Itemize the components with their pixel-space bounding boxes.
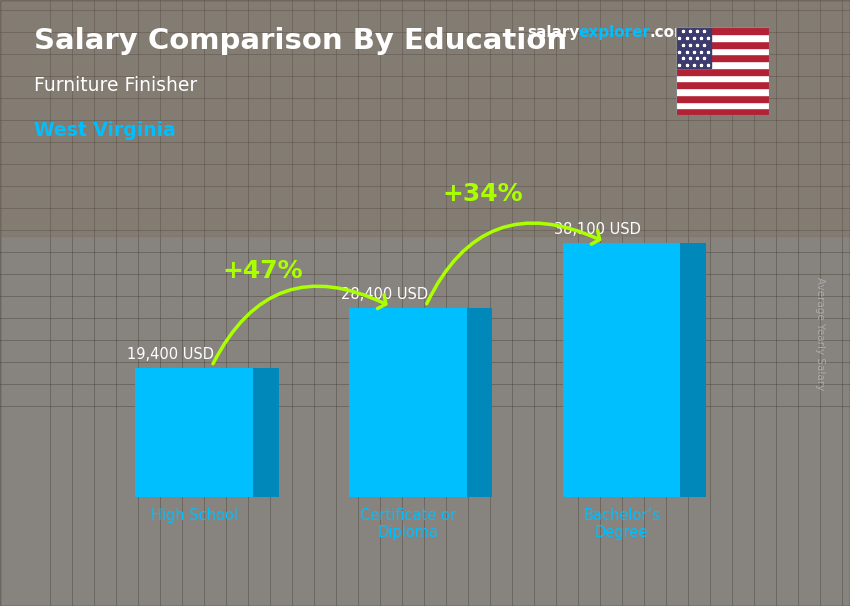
Bar — [676, 102, 769, 108]
Text: +34%: +34% — [442, 182, 523, 206]
Bar — [563, 243, 681, 497]
Text: Furniture Finisher: Furniture Finisher — [34, 76, 197, 95]
Text: +47%: +47% — [222, 259, 303, 283]
Polygon shape — [252, 368, 279, 497]
Text: West Virginia: West Virginia — [34, 121, 176, 140]
Bar — [676, 95, 769, 102]
Bar — [676, 61, 769, 68]
Text: salary: salary — [527, 25, 580, 41]
Bar — [676, 81, 769, 88]
Bar — [135, 368, 253, 497]
Bar — [676, 27, 711, 68]
Bar — [676, 88, 769, 95]
Bar — [349, 308, 467, 497]
Bar — [676, 47, 769, 55]
Text: Salary Comparison By Education: Salary Comparison By Education — [34, 27, 567, 55]
Text: .com: .com — [649, 25, 690, 41]
Text: 38,100 USD: 38,100 USD — [554, 222, 641, 237]
Polygon shape — [681, 243, 706, 497]
Bar — [676, 34, 769, 41]
Bar — [676, 27, 769, 34]
Bar — [676, 68, 769, 75]
Text: explorer: explorer — [579, 25, 651, 41]
Polygon shape — [467, 308, 492, 497]
Bar — [0, 0, 850, 236]
Text: 19,400 USD: 19,400 USD — [127, 347, 213, 362]
Bar — [676, 41, 769, 47]
Text: 28,400 USD: 28,400 USD — [341, 287, 428, 302]
Bar — [676, 108, 769, 115]
Text: Average Yearly Salary: Average Yearly Salary — [815, 277, 825, 390]
Bar — [676, 75, 769, 81]
Bar — [676, 55, 769, 61]
